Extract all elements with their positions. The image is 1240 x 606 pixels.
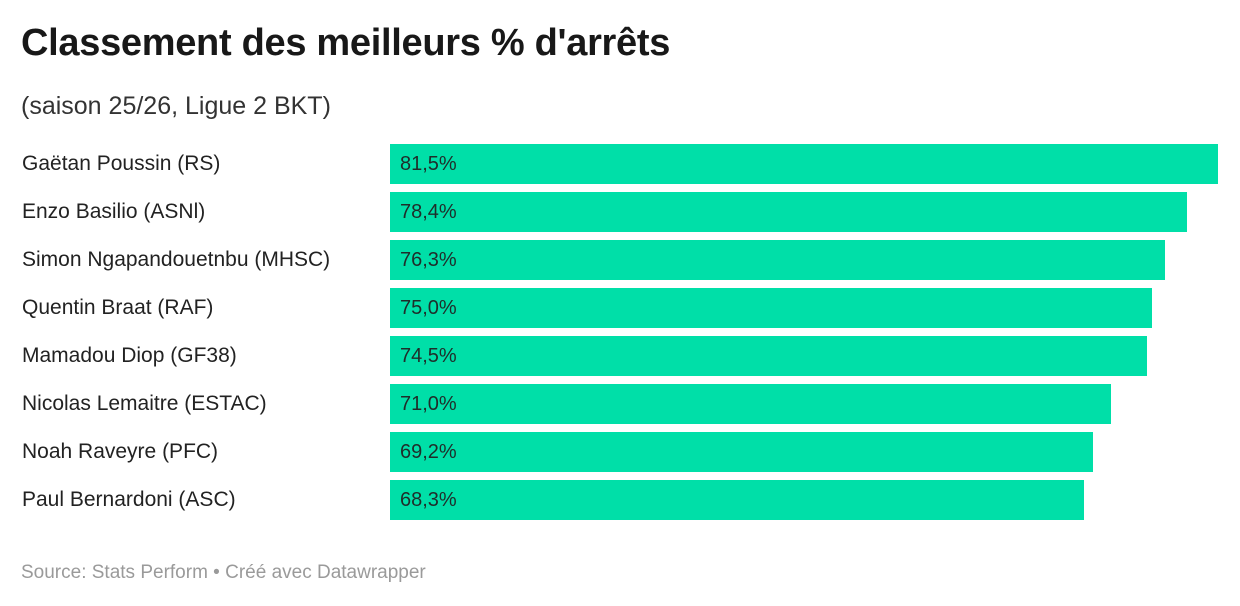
category-label: Mamadou Diop (GF38) — [22, 344, 237, 367]
chart-subtitle: (saison 25/26, Ligue 2 BKT) — [21, 92, 331, 120]
category-label: Nicolas Lemaitre (ESTAC) — [22, 392, 267, 415]
value-label: 76,3% — [400, 249, 457, 271]
value-label: 69,2% — [400, 441, 457, 463]
bar — [390, 144, 1218, 184]
chart-title: Classement des meilleurs % d'arrêts — [21, 22, 671, 64]
value-label: 75,0% — [400, 297, 457, 319]
bar — [390, 480, 1084, 520]
category-label: Gaëtan Poussin (RS) — [22, 152, 221, 175]
category-label: Noah Raveyre (PFC) — [22, 440, 219, 463]
source-footer: Source: Stats Perform • Créé avec Datawr… — [21, 562, 426, 583]
category-label: Quentin Braat (RAF) — [22, 296, 214, 319]
bar — [390, 336, 1147, 376]
value-label: 78,4% — [400, 201, 457, 223]
value-label: 74,5% — [400, 345, 457, 367]
category-label: Simon Ngapandouetnbu (MHSC) — [22, 248, 331, 271]
value-label: 71,0% — [400, 393, 457, 415]
bar — [390, 240, 1166, 280]
bar — [390, 192, 1187, 232]
value-label: 81,5% — [400, 153, 457, 175]
bar — [390, 384, 1112, 424]
category-label: Enzo Basilio (ASNl) — [22, 200, 206, 223]
category-label: Paul Bernardoni (ASC) — [22, 488, 236, 511]
bar — [390, 432, 1094, 472]
value-label: 68,3% — [400, 489, 457, 511]
bar — [390, 288, 1152, 328]
